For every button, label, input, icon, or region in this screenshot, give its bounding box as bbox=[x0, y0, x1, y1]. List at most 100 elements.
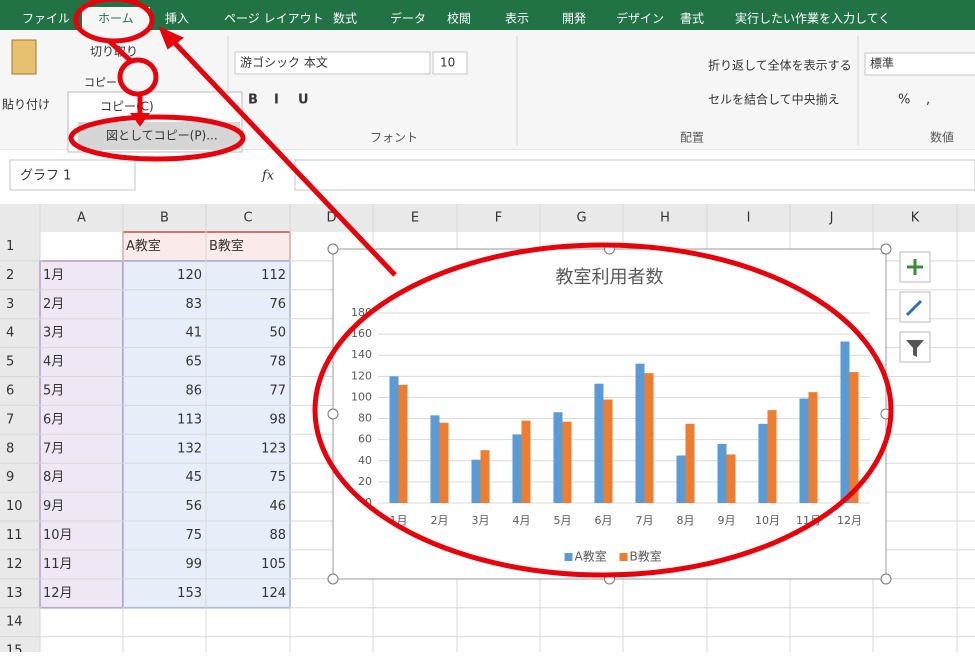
name-box-text[interactable]: グラフ 1 bbox=[20, 169, 71, 184]
ribbon-tab[interactable]: ファイル bbox=[22, 12, 70, 26]
resize-handle[interactable] bbox=[880, 243, 892, 255]
font-size[interactable]: 10 bbox=[440, 56, 455, 70]
column-header[interactable]: D bbox=[326, 211, 336, 226]
y-tick-label: 40 bbox=[358, 454, 372, 467]
row-header[interactable]: 5 bbox=[6, 355, 14, 370]
cell-text: 1月 bbox=[43, 268, 64, 283]
row-header[interactable]: 13 bbox=[6, 586, 23, 601]
ribbon-tab[interactable]: 挿入 bbox=[165, 12, 189, 26]
row-header[interactable]: 8 bbox=[6, 441, 14, 456]
column-header[interactable]: G bbox=[576, 211, 586, 226]
ribbon-tab[interactable]: デザイン bbox=[616, 11, 664, 26]
ribbon-tab[interactable]: 表示 bbox=[505, 12, 529, 26]
cell-number: 56 bbox=[185, 499, 202, 514]
number-format-box[interactable] bbox=[864, 52, 975, 76]
x-tick-label: 2月 bbox=[431, 514, 449, 527]
number-button[interactable]: % bbox=[898, 93, 910, 108]
row-header-bg bbox=[0, 232, 40, 652]
row-header[interactable]: 12 bbox=[6, 557, 23, 572]
paste-icon[interactable] bbox=[11, 39, 37, 75]
row-header[interactable]: 3 bbox=[6, 297, 14, 312]
copy-button[interactable]: コピー bbox=[84, 76, 117, 89]
row-header[interactable]: 4 bbox=[6, 326, 14, 341]
highlight-ellipse bbox=[312, 242, 894, 578]
font-style-button[interactable]: B bbox=[248, 93, 258, 108]
y-tick-label: 100 bbox=[351, 390, 372, 403]
cell-number: 76 bbox=[269, 297, 286, 312]
cell-text: 6月 bbox=[43, 412, 64, 427]
row-header[interactable]: 11 bbox=[6, 528, 23, 543]
row-header[interactable]: 15 bbox=[6, 644, 23, 656]
name-box[interactable] bbox=[9, 159, 136, 191]
formula-input[interactable] bbox=[294, 159, 975, 191]
ribbon-tab[interactable]: 数式 bbox=[333, 11, 357, 26]
ribbon-tab[interactable]: ページ レイアウト bbox=[224, 12, 324, 26]
font-style-button[interactable]: U bbox=[298, 93, 309, 108]
column-header[interactable]: A bbox=[77, 211, 86, 226]
font-name[interactable]: 游ゴシック 本文 bbox=[240, 55, 328, 70]
column-header[interactable]: C bbox=[243, 211, 252, 226]
y-tick-label: 0 bbox=[365, 496, 372, 509]
bar bbox=[512, 434, 522, 503]
column-header[interactable]: B bbox=[160, 211, 169, 226]
menu-item[interactable]: コピー(C) bbox=[100, 100, 154, 114]
x-tick-label: 3月 bbox=[472, 514, 490, 527]
ribbon-tab[interactable]: ホーム bbox=[98, 12, 134, 26]
ribbon-tab[interactable]: 開発 bbox=[562, 12, 586, 26]
highlight-ellipse bbox=[68, 114, 246, 162]
row-header[interactable]: 2 bbox=[6, 268, 14, 283]
row-header[interactable]: 14 bbox=[6, 615, 23, 630]
cell-text: 4月 bbox=[43, 355, 64, 370]
cell-number: 124 bbox=[261, 586, 286, 601]
number-format[interactable]: 標準 bbox=[870, 56, 894, 71]
arrow bbox=[168, 36, 397, 277]
x-tick-label: 6月 bbox=[595, 514, 613, 527]
column-header[interactable]: K bbox=[911, 211, 920, 226]
column-header[interactable]: H bbox=[660, 211, 670, 226]
resize-handle[interactable] bbox=[327, 408, 339, 420]
row-header[interactable]: 1 bbox=[6, 239, 14, 254]
row-header[interactable]: 9 bbox=[6, 470, 14, 485]
menu-highlight[interactable] bbox=[78, 122, 240, 150]
ribbon-tab[interactable]: 実行したい作業を入力してく bbox=[735, 11, 890, 26]
row-header[interactable]: 7 bbox=[6, 412, 14, 427]
legend-label: A教室 bbox=[575, 549, 607, 564]
cell-number: 83 bbox=[185, 297, 202, 312]
column-header[interactable]: J bbox=[829, 211, 834, 226]
tab-bar bbox=[0, 0, 975, 30]
row-header[interactable]: 10 bbox=[6, 499, 23, 514]
number-button[interactable]: , bbox=[926, 93, 930, 108]
ribbon-tab[interactable]: データ bbox=[390, 11, 426, 26]
font-style-button[interactable]: I bbox=[274, 93, 279, 108]
cell-number: 50 bbox=[269, 326, 286, 341]
bar bbox=[603, 399, 613, 503]
column-header[interactable]: F bbox=[495, 211, 502, 226]
bar bbox=[594, 383, 604, 503]
bar bbox=[635, 363, 645, 503]
cell-number: 123 bbox=[261, 441, 286, 456]
resize-handle[interactable] bbox=[327, 243, 339, 255]
column-header[interactable]: I bbox=[747, 211, 751, 226]
menu-item[interactable]: 図としてコピー(P)... bbox=[106, 129, 218, 143]
x-tick-label: 4月 bbox=[513, 514, 531, 527]
row-header[interactable]: 6 bbox=[6, 383, 14, 398]
column-header[interactable]: E bbox=[411, 211, 419, 226]
cell-text: 2月 bbox=[43, 297, 64, 312]
bar bbox=[562, 421, 572, 503]
bar bbox=[430, 415, 440, 503]
cell-text: 8月 bbox=[43, 470, 64, 485]
active-tab[interactable] bbox=[82, 7, 150, 31]
font-name-box[interactable] bbox=[234, 51, 431, 75]
paste-button[interactable]: 貼り付け bbox=[2, 97, 50, 112]
bar bbox=[685, 423, 695, 503]
resize-handle[interactable] bbox=[327, 573, 339, 585]
ribbon-tab[interactable]: 校閲 bbox=[447, 11, 471, 26]
x-tick-label: 9月 bbox=[718, 514, 736, 527]
resize-handle[interactable] bbox=[880, 573, 892, 585]
ribbon-tab[interactable]: 書式 bbox=[680, 12, 704, 26]
merge-button[interactable]: セルを結合して中央揃え bbox=[708, 92, 840, 107]
font-size-box[interactable] bbox=[432, 51, 468, 75]
wrap-text-button[interactable]: 折り返して全体を表示する bbox=[708, 58, 852, 73]
bar bbox=[471, 459, 481, 503]
cell-number: 65 bbox=[185, 355, 202, 370]
